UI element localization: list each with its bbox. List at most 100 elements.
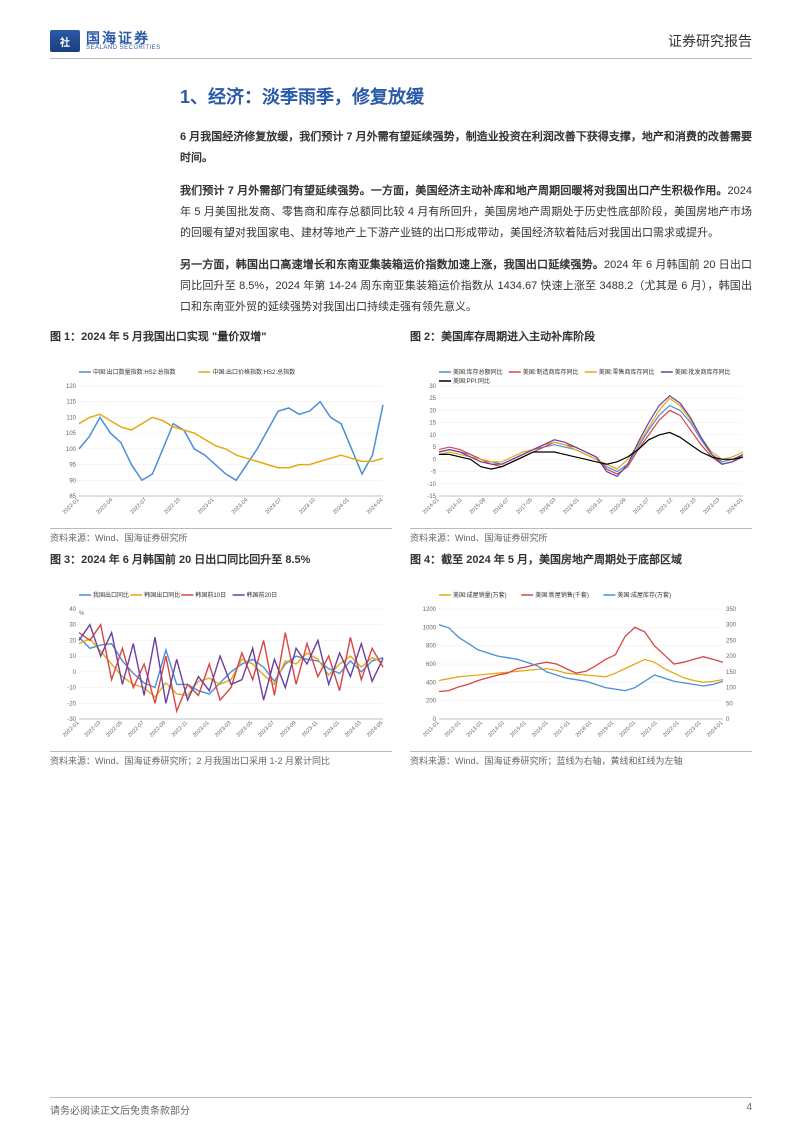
svg-text:2022-07: 2022-07 — [129, 497, 148, 516]
svg-text:350: 350 — [726, 607, 737, 613]
svg-text:2018-03: 2018-03 — [539, 497, 558, 516]
svg-text:200: 200 — [726, 654, 737, 660]
svg-text:2021-01: 2021-01 — [640, 720, 659, 739]
svg-text:2023-07: 2023-07 — [265, 497, 284, 516]
svg-text:%: % — [79, 611, 85, 617]
logo-cn: 国海证券 — [86, 31, 161, 45]
page-footer: 请务必阅读正文后免责条款部分 4 — [50, 1097, 752, 1117]
logo: 社 国海证券 SEALAND SECURITIES — [50, 30, 161, 52]
svg-text:2015-09: 2015-09 — [469, 497, 488, 516]
svg-text:1000: 1000 — [423, 625, 437, 631]
svg-text:2016-07: 2016-07 — [492, 497, 511, 516]
svg-text:400: 400 — [426, 680, 437, 686]
svg-text:-10: -10 — [427, 482, 436, 488]
svg-text:30: 30 — [429, 384, 436, 390]
svg-text:250: 250 — [726, 638, 737, 644]
svg-text:2014-11: 2014-11 — [446, 497, 464, 515]
svg-text:2024-04: 2024-04 — [366, 497, 385, 516]
svg-text:2023-03: 2023-03 — [703, 497, 722, 516]
chart-1: 图 1：2024 年 5 月我国出口实现 "量价双增" 中国:出口数量指数:HS… — [50, 330, 392, 545]
page-number: 4 — [746, 1102, 752, 1117]
svg-text:50: 50 — [726, 701, 733, 707]
svg-text:美国:新屋销售(千套): 美国:新屋销售(千套) — [535, 591, 589, 599]
svg-text:2021-12: 2021-12 — [656, 497, 675, 516]
svg-text:30: 30 — [69, 622, 76, 628]
chart-3: 图 3：2024 年 6 月韩国前 20 日出口同比回升至 8.5% 我国出口同… — [50, 553, 392, 768]
svg-text:2019-01: 2019-01 — [597, 720, 616, 739]
svg-text:2024-01: 2024-01 — [322, 720, 341, 739]
svg-text:2017-01: 2017-01 — [553, 720, 572, 739]
svg-text:我国出口同比: 我国出口同比 — [93, 591, 129, 599]
chart-2-title: 图 2：美国库存周期进入主动补库阶段 — [410, 330, 752, 360]
svg-text:2019-01: 2019-01 — [562, 497, 581, 516]
paragraph-1: 6 月我国经济修复放缓，我们预计 7 月外需有望延续强势，制造业投资在利润改善下… — [180, 127, 752, 169]
svg-text:2018-01: 2018-01 — [575, 720, 594, 739]
svg-text:-10: -10 — [67, 685, 76, 691]
svg-text:美国:零售商库存同比: 美国:零售商库存同比 — [599, 368, 655, 376]
svg-text:美国:PPI:同比: 美国:PPI:同比 — [453, 377, 490, 385]
svg-text:100: 100 — [66, 447, 77, 453]
page: 社 国海证券 SEALAND SECURITIES 证券研究报告 1、经济：淡季… — [0, 0, 802, 1133]
chart-3-source: 资料来源：Wind、国海证券研究所；2 月我国出口采用 1-2 月累计同比 — [50, 751, 392, 768]
svg-text:100: 100 — [726, 685, 737, 691]
svg-text:韩国前20日: 韩国前20日 — [247, 591, 278, 599]
svg-text:115: 115 — [66, 400, 76, 406]
svg-text:2019-11: 2019-11 — [586, 497, 604, 515]
header-title: 证券研究报告 — [668, 31, 752, 51]
svg-text:2020-09: 2020-09 — [609, 497, 628, 516]
svg-text:2022-09: 2022-09 — [149, 720, 168, 739]
svg-text:2011-01: 2011-01 — [422, 720, 440, 738]
chart-2-plot: 美国:库存总额同比美国:制造商库存同比美国:零售商库存同比美国:批发商库存同比美… — [410, 364, 752, 524]
svg-text:-5: -5 — [431, 470, 437, 476]
charts-row-2: 图 3：2024 年 6 月韩国前 20 日出口同比回升至 8.5% 我国出口同… — [50, 553, 752, 768]
svg-text:200: 200 — [426, 698, 437, 704]
svg-text:美国:批发商库存同比: 美国:批发商库存同比 — [675, 368, 731, 376]
chart-4-title: 图 4：截至 2024 年 5 月，美国房地产周期处于底部区域 — [410, 553, 752, 583]
svg-text:2023-01: 2023-01 — [192, 720, 211, 739]
svg-text:2022-10: 2022-10 — [679, 497, 698, 516]
svg-text:120: 120 — [66, 384, 77, 390]
svg-text:600: 600 — [426, 662, 437, 668]
svg-text:中国:出口数量指数:HS2:总指数: 中国:出口数量指数:HS2:总指数 — [93, 368, 176, 376]
svg-text:美国:制造商库存同比: 美国:制造商库存同比 — [523, 368, 579, 376]
svg-text:5: 5 — [433, 445, 437, 451]
logo-text: 国海证券 SEALAND SECURITIES — [86, 31, 161, 51]
svg-text:0: 0 — [433, 457, 437, 463]
svg-text:2022-11: 2022-11 — [171, 720, 189, 738]
svg-text:90: 90 — [69, 478, 76, 484]
chart-1-source: 资料来源：Wind、国海证券研究所 — [50, 528, 392, 545]
svg-text:2022-10: 2022-10 — [163, 497, 182, 516]
svg-text:2023-07: 2023-07 — [257, 720, 276, 739]
svg-text:2024-01: 2024-01 — [332, 497, 351, 516]
svg-text:2012-01: 2012-01 — [444, 720, 463, 739]
svg-text:2021-07: 2021-07 — [632, 497, 651, 516]
paragraph-3: 另一方面，韩国出口高速增长和东南亚集装箱运价指数加速上涨，我国出口延续强势。20… — [180, 255, 752, 318]
logo-en: SEALAND SECURITIES — [86, 45, 161, 51]
svg-text:2023-01: 2023-01 — [197, 497, 216, 516]
svg-text:2014-01: 2014-01 — [487, 720, 506, 739]
svg-text:105: 105 — [66, 431, 77, 437]
chart-4: 图 4：截至 2024 年 5 月，美国房地产周期处于底部区域 美国:成屋销量(… — [410, 553, 752, 768]
chart-2: 图 2：美国库存周期进入主动补库阶段 美国:库存总额同比美国:制造商库存同比美国… — [410, 330, 752, 545]
svg-text:韩国出口同比: 韩国出口同比 — [144, 591, 180, 599]
svg-text:2022-01: 2022-01 — [662, 720, 681, 739]
svg-text:2015-01: 2015-01 — [509, 720, 528, 739]
chart-4-plot: 美国:成屋销量(万套)美国:新屋销售(千套)美国:成屋库存(万套)0200400… — [410, 587, 752, 747]
svg-text:2013-01: 2013-01 — [466, 720, 485, 739]
svg-text:2023-10: 2023-10 — [298, 497, 317, 516]
svg-text:韩国前10日: 韩国前10日 — [195, 591, 226, 599]
svg-text:20: 20 — [69, 638, 76, 644]
svg-text:10: 10 — [429, 433, 436, 439]
svg-text:0: 0 — [726, 717, 730, 723]
svg-text:25: 25 — [429, 396, 436, 402]
svg-text:800: 800 — [426, 643, 437, 649]
chart-2-source: 资料来源：Wind、国海证券研究所 — [410, 528, 752, 545]
svg-text:2024-01: 2024-01 — [706, 720, 725, 739]
svg-text:美国:成屋销量(万套): 美国:成屋销量(万套) — [453, 591, 507, 599]
svg-text:2023-03: 2023-03 — [214, 720, 233, 739]
svg-text:300: 300 — [726, 622, 737, 628]
svg-text:2022-05: 2022-05 — [105, 720, 124, 739]
svg-text:中国:出口价格指数:HS2:总指数: 中国:出口价格指数:HS2:总指数 — [212, 368, 295, 376]
svg-text:2024-03: 2024-03 — [344, 720, 363, 739]
svg-text:2016-01: 2016-01 — [531, 720, 550, 739]
